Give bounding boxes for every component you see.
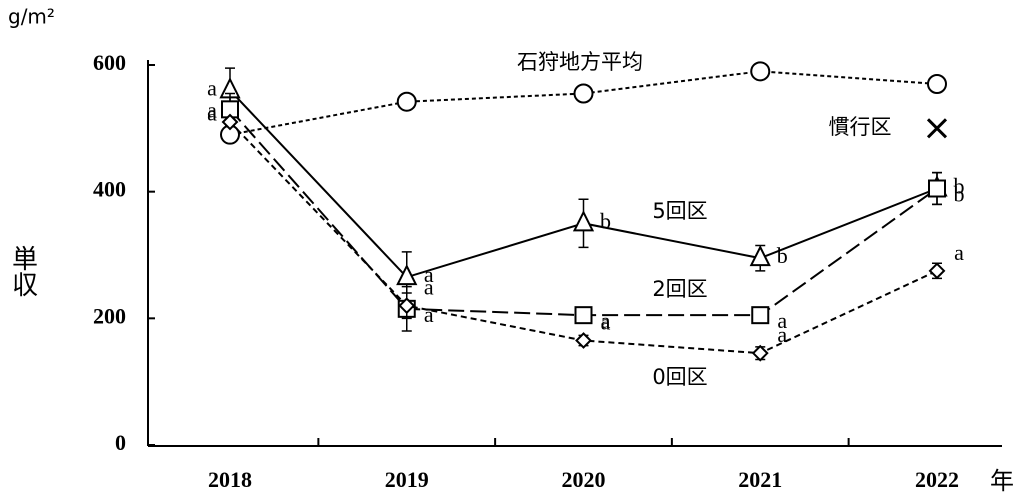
marker (928, 179, 946, 198)
x-tick-label: 2019 (385, 467, 429, 492)
significance-letter: a (207, 75, 217, 100)
significance-letter: a (207, 98, 217, 123)
significance-letter: a (777, 322, 787, 347)
y-tick-label: 400 (93, 177, 126, 202)
marker (396, 91, 417, 112)
marker (574, 306, 593, 325)
marker (221, 113, 239, 131)
x-tick-label: 2021 (738, 467, 782, 492)
marker (572, 210, 595, 232)
significance-letter: a (207, 101, 217, 126)
significance-letter: a (601, 308, 611, 333)
significance-letter: b (954, 174, 965, 199)
y-tick-label: 200 (93, 303, 126, 328)
series-label: 0回区 (652, 365, 707, 389)
significance-letter: b (600, 208, 611, 233)
y-axis-label: 単収 (8, 245, 38, 297)
y-tick-label: 0 (115, 430, 126, 455)
marker (750, 61, 771, 82)
x-tick-label: 2018 (208, 467, 252, 492)
marker (398, 297, 416, 315)
series-line (229, 70, 938, 136)
significance-letter: a (777, 308, 787, 333)
marker (573, 83, 594, 104)
significance-letter: a (601, 310, 611, 335)
marker (926, 118, 948, 139)
series-label: 慣行区 (829, 115, 892, 139)
series-label: 5回区 (652, 199, 707, 223)
marker (396, 263, 418, 286)
significance-letter: b (777, 243, 788, 268)
marker (927, 74, 947, 94)
significance-letter: a (424, 302, 434, 327)
y-unit: g/m² (8, 5, 55, 29)
x-tick-label: 2022 (915, 467, 959, 492)
series-label: 石狩地方平均 (517, 50, 643, 74)
significance-letter: a (424, 262, 434, 287)
marker (751, 344, 769, 362)
significance-letter: b (954, 182, 965, 207)
marker (751, 306, 770, 325)
significance-letter: a (954, 240, 964, 265)
significance-letter: a (424, 275, 434, 300)
marker (575, 332, 592, 349)
x-tick-label: 2020 (562, 467, 606, 492)
marker (928, 262, 946, 280)
marker (749, 244, 771, 267)
x-unit: 年 (990, 467, 1014, 495)
y-tick-label: 600 (93, 50, 126, 75)
series-label: 2回区 (652, 277, 707, 301)
